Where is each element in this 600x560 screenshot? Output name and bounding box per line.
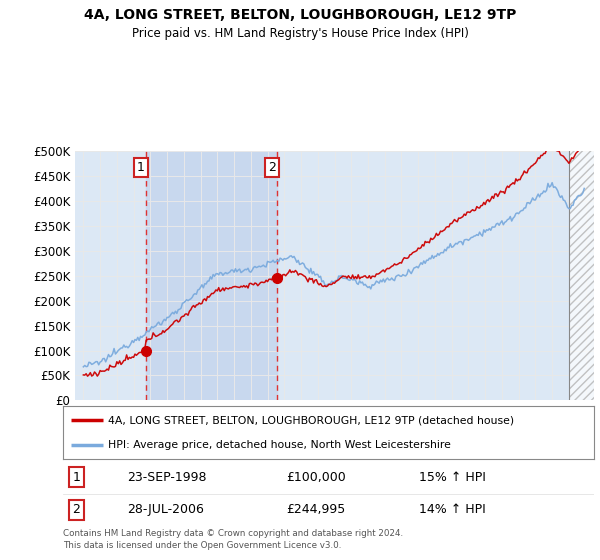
Text: 14% ↑ HPI: 14% ↑ HPI <box>419 503 485 516</box>
Text: 1: 1 <box>73 471 80 484</box>
Text: 2: 2 <box>268 161 276 174</box>
Bar <box>569 151 594 400</box>
Text: 23-SEP-1998: 23-SEP-1998 <box>127 471 206 484</box>
Text: 28-JUL-2006: 28-JUL-2006 <box>127 503 203 516</box>
Text: £100,000: £100,000 <box>286 471 346 484</box>
Text: 1: 1 <box>137 161 145 174</box>
Bar <box>146 151 277 400</box>
Bar <box>569 151 594 400</box>
Text: HPI: Average price, detached house, North West Leicestershire: HPI: Average price, detached house, Nort… <box>108 440 451 450</box>
Text: 4A, LONG STREET, BELTON, LOUGHBOROUGH, LE12 9TP (detached house): 4A, LONG STREET, BELTON, LOUGHBOROUGH, L… <box>108 416 514 426</box>
Text: £244,995: £244,995 <box>286 503 345 516</box>
Text: 15% ↑ HPI: 15% ↑ HPI <box>419 471 485 484</box>
Text: 4A, LONG STREET, BELTON, LOUGHBOROUGH, LE12 9TP: 4A, LONG STREET, BELTON, LOUGHBOROUGH, L… <box>84 8 516 22</box>
Text: Price paid vs. HM Land Registry's House Price Index (HPI): Price paid vs. HM Land Registry's House … <box>131 27 469 40</box>
Text: 2: 2 <box>73 503 80 516</box>
Text: Contains HM Land Registry data © Crown copyright and database right 2024.
This d: Contains HM Land Registry data © Crown c… <box>63 529 403 550</box>
